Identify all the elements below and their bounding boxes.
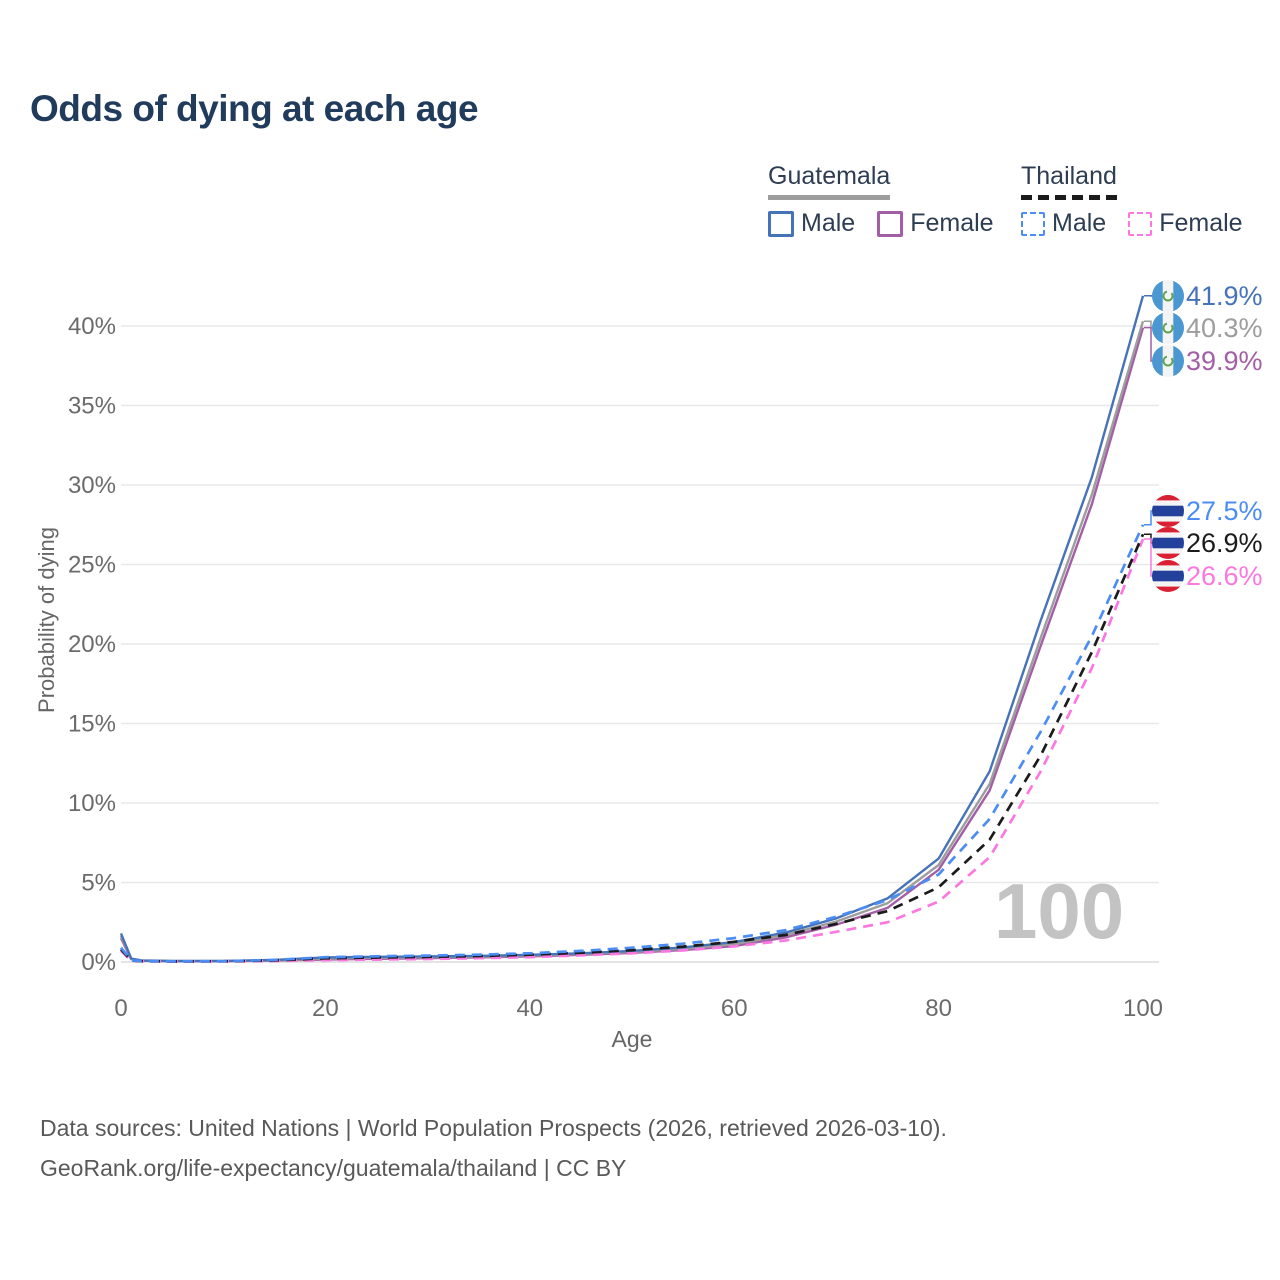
legend-country-label: Thailand: [1021, 162, 1117, 190]
end-label-value-guatemala-both-sexes: 40.3%: [1186, 313, 1263, 343]
legend-group-thailand: Thailand Male Female: [1021, 162, 1265, 241]
series-line-thailand-male: [119, 524, 1145, 963]
thailand-flag-icon: [1152, 495, 1184, 527]
legend-item-thailand-male[interactable]: Male: [1021, 209, 1106, 238]
attribution-link-text: GeoRank.org/life-expectancy/guatemala/th…: [40, 1155, 627, 1181]
series-line-thailand-female: [120, 538, 1145, 963]
guatemala-flag-icon: [1152, 345, 1184, 377]
y-tick-label: 30%: [68, 472, 116, 499]
legend-group-guatemala: Guatemala Male Female: [768, 162, 1016, 242]
y-tick-label: 5%: [81, 870, 116, 897]
legend: Guatemala Male Female Thailand Male Female: [0, 162, 1280, 242]
x-tick-label: 20: [312, 995, 339, 1022]
y-tick-label: 10%: [68, 790, 116, 817]
legend-items-thailand: Male Female: [1021, 209, 1265, 241]
page-title: Odds of dying at each age: [30, 88, 479, 129]
series-line-guatemala-male: [119, 295, 1145, 963]
series-line-thailand-both-sexes: [119, 533, 1145, 963]
x-tick-label: 0: [114, 995, 127, 1022]
end-label-value-thailand-male: 27.5%: [1186, 496, 1263, 526]
end-label-value-guatemala-male: 41.9%: [1186, 281, 1263, 311]
thailand-dashed-line-swatch: [1021, 195, 1117, 200]
x-tick-label: 40: [516, 995, 543, 1022]
y-tick-label: 35%: [68, 393, 116, 420]
legend-item-guatemala-female[interactable]: Female: [877, 209, 994, 238]
legend-country-thailand: Thailand: [1021, 162, 1117, 200]
checkbox-thailand-male[interactable]: [1021, 211, 1045, 236]
checkbox-guatemala-male[interactable]: [768, 210, 794, 237]
y-axis-title: Probability of dying: [34, 527, 59, 713]
legend-item-label: Female: [910, 209, 994, 237]
thailand-flag-icon: [1152, 527, 1184, 559]
legend-item-label: Female: [1159, 209, 1243, 237]
y-tick-label: 20%: [68, 631, 116, 658]
thailand-flag-icon: [1152, 560, 1184, 592]
end-label-value-thailand-female: 26.6%: [1186, 561, 1263, 591]
x-tick-label: 100: [1123, 995, 1163, 1022]
legend-item-guatemala-male[interactable]: Male: [768, 209, 855, 238]
end-label-value-thailand-both-sexes: 26.9%: [1186, 528, 1263, 558]
legend-country-guatemala: Guatemala: [768, 162, 891, 200]
footer: Data sources: United Nations | World Pop…: [40, 1108, 947, 1188]
series-line-guatemala-both-sexes: [119, 320, 1145, 963]
y-tick-label: 40%: [68, 313, 116, 340]
x-tick-label: 80: [925, 995, 952, 1022]
checkbox-guatemala-female[interactable]: [877, 210, 904, 237]
x-tick-label: 60: [721, 995, 748, 1022]
data-sources-text: Data sources: United Nations | World Pop…: [40, 1115, 947, 1141]
x-axis-title: Age: [611, 1026, 653, 1052]
legend-item-label: Male: [801, 209, 856, 237]
legend-items-guatemala: Male Female: [768, 209, 1016, 242]
end-label-value-guatemala-female: 39.9%: [1186, 346, 1263, 376]
guatemala-flag-icon: [1152, 312, 1184, 344]
guatemala-flag-icon: [1152, 280, 1184, 312]
legend-country-label: Guatemala: [768, 162, 891, 190]
legend-item-label: Male: [1052, 209, 1107, 237]
checkbox-thailand-female[interactable]: [1128, 211, 1153, 236]
legend-item-thailand-female[interactable]: Female: [1128, 209, 1243, 238]
watermark-age-100: 100: [994, 867, 1125, 955]
y-tick-label: 0%: [81, 949, 116, 976]
y-tick-label: 25%: [68, 552, 116, 579]
guatemala-solid-line-swatch: [768, 195, 891, 200]
y-tick-label: 15%: [68, 711, 116, 738]
